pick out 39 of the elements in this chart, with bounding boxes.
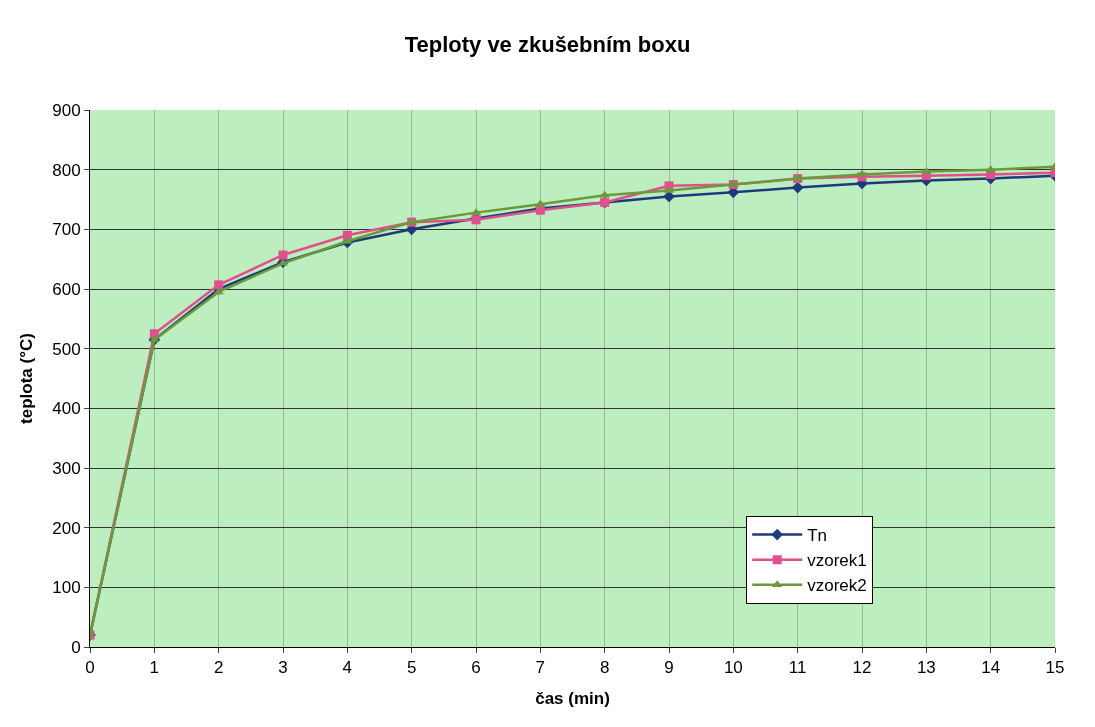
y-tick-label: 0: [71, 637, 81, 657]
legend-label: vzorek1: [807, 551, 867, 571]
x-tick-label: 10: [723, 658, 743, 678]
point: [342, 236, 353, 244]
x-tick-label: 4: [342, 658, 353, 678]
x-axis-title: čas (min): [535, 688, 610, 708]
x-tick-label: 2: [213, 658, 224, 678]
x-tick-label: 8: [599, 658, 610, 678]
y-tick-label: 800: [52, 160, 81, 180]
x-tick-label: 12: [852, 658, 872, 678]
y-tick-label: 300: [52, 458, 81, 478]
x-tick-label: 15: [1045, 658, 1065, 678]
point: [921, 166, 932, 174]
chart-title: Teploty ve zkušebním boxu: [404, 31, 691, 57]
y-tick-label: 100: [52, 578, 81, 598]
legend-label: Tn: [807, 526, 828, 546]
y-axis-title: teplota (°C): [16, 333, 36, 424]
x-tick-label: 0: [85, 658, 95, 678]
y-tick-label: 200: [52, 518, 81, 538]
point: [278, 250, 288, 260]
x-tick-label: 5: [406, 658, 417, 678]
point: [213, 287, 224, 295]
x-tick-label: 11: [788, 658, 807, 678]
y-tick-label: 400: [52, 399, 81, 419]
x-tick-label: 14: [981, 658, 1001, 678]
y-tick-label: 500: [52, 339, 81, 359]
y-tick-label: 700: [52, 220, 81, 240]
x-tick-label: 9: [664, 658, 674, 678]
y-tick-label: 900: [52, 100, 81, 120]
point: [535, 199, 546, 207]
point: [214, 280, 224, 290]
x-tick-label: 7: [535, 658, 546, 678]
x-tick-label: 6: [471, 658, 481, 678]
x-tick-label: 3: [278, 658, 288, 678]
y-tick-label: 600: [52, 279, 81, 299]
legend-label: vzorek2: [807, 576, 867, 596]
x-tick-label: 13: [916, 658, 936, 678]
x-tick-label: 1: [149, 658, 160, 678]
point: [599, 190, 610, 198]
